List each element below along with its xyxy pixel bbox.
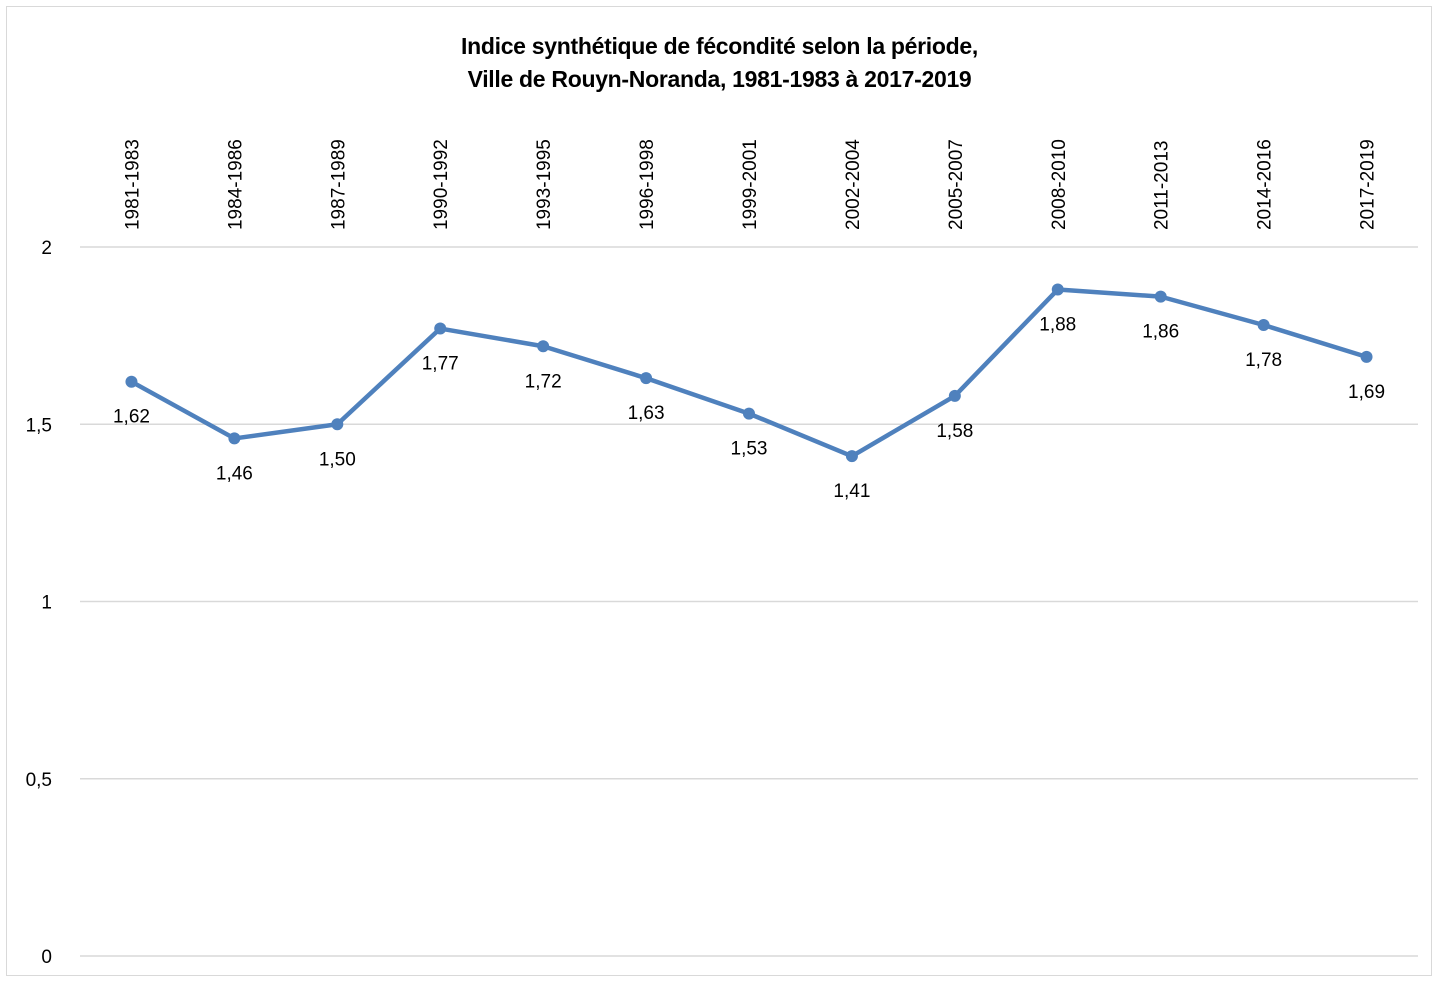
y-tick-label: 2 — [41, 238, 52, 259]
data-label: 1,50 — [319, 449, 356, 470]
category-label: 1981-1983 — [122, 139, 143, 230]
category-label: 1990-1992 — [431, 139, 452, 230]
data-point — [1051, 283, 1064, 296]
category-label: 1984-1986 — [225, 139, 246, 230]
data-point — [640, 372, 653, 385]
data-point — [228, 432, 241, 445]
data-label: 1,41 — [833, 481, 870, 502]
data-labels: 1,62 1,46 1,50 1,77 1,72 1,63 1,53 1,41 1,58 1,88… — [113, 315, 1385, 503]
category-label: 2005-2007 — [946, 139, 967, 230]
category-labels: 1981-1983 1984-1986 1987-1989 1990-1992 1993… — [122, 139, 1378, 230]
chart-title: Indice synthétique de fécondité selon la… — [0, 30, 1439, 96]
data-label: 1,86 — [1142, 322, 1179, 343]
category-label: 2002-2004 — [843, 139, 864, 230]
category-label: 1996-1998 — [637, 139, 658, 230]
data-label: 1,62 — [113, 407, 150, 428]
category-label: 2008-2010 — [1049, 139, 1070, 230]
data-point — [537, 340, 550, 353]
data-point — [845, 450, 858, 463]
category-label: 2011-2013 — [1152, 141, 1173, 230]
data-label: 1,53 — [731, 439, 768, 460]
category-label: 1999-2001 — [740, 139, 761, 230]
data-point — [1360, 350, 1373, 363]
y-axis-ticks: 0 0,5 1 1,5 2 — [26, 238, 52, 968]
y-tick-label: 0 — [41, 947, 52, 968]
category-label: 2017-2019 — [1358, 139, 1379, 230]
data-point — [948, 389, 961, 402]
series-line — [129, 287, 1369, 459]
data-point — [743, 407, 755, 420]
chart-title-line1: Indice synthétique de fécondité selon la… — [461, 33, 978, 59]
y-tick-label: 1,5 — [26, 415, 52, 436]
data-label: 1,46 — [216, 463, 253, 484]
data-label: 1,88 — [1039, 315, 1076, 336]
data-point — [331, 418, 344, 431]
data-label: 1,78 — [1245, 350, 1282, 371]
chart-frame — [6, 6, 1432, 976]
data-label: 1,58 — [936, 421, 973, 442]
y-tick-label: 1 — [41, 593, 52, 614]
data-point — [434, 322, 447, 335]
category-label: 1993-1995 — [534, 139, 555, 230]
data-point — [1257, 318, 1270, 331]
series-line-path — [129, 287, 1369, 459]
data-label: 1,63 — [628, 403, 665, 424]
data-points — [125, 283, 1373, 463]
data-label: 1,69 — [1348, 382, 1385, 403]
category-label: 1987-1989 — [328, 139, 349, 230]
data-label: 1,72 — [525, 371, 562, 392]
y-tick-label: 0,5 — [26, 770, 52, 791]
data-label: 1,77 — [422, 354, 459, 375]
category-label: 2014-2016 — [1255, 139, 1276, 230]
data-point — [125, 375, 138, 388]
chart-title-line2: Ville de Rouyn-Noranda, 1981-1983 à 2017… — [467, 66, 972, 92]
gridlines — [80, 246, 1418, 957]
data-point — [1154, 290, 1167, 303]
